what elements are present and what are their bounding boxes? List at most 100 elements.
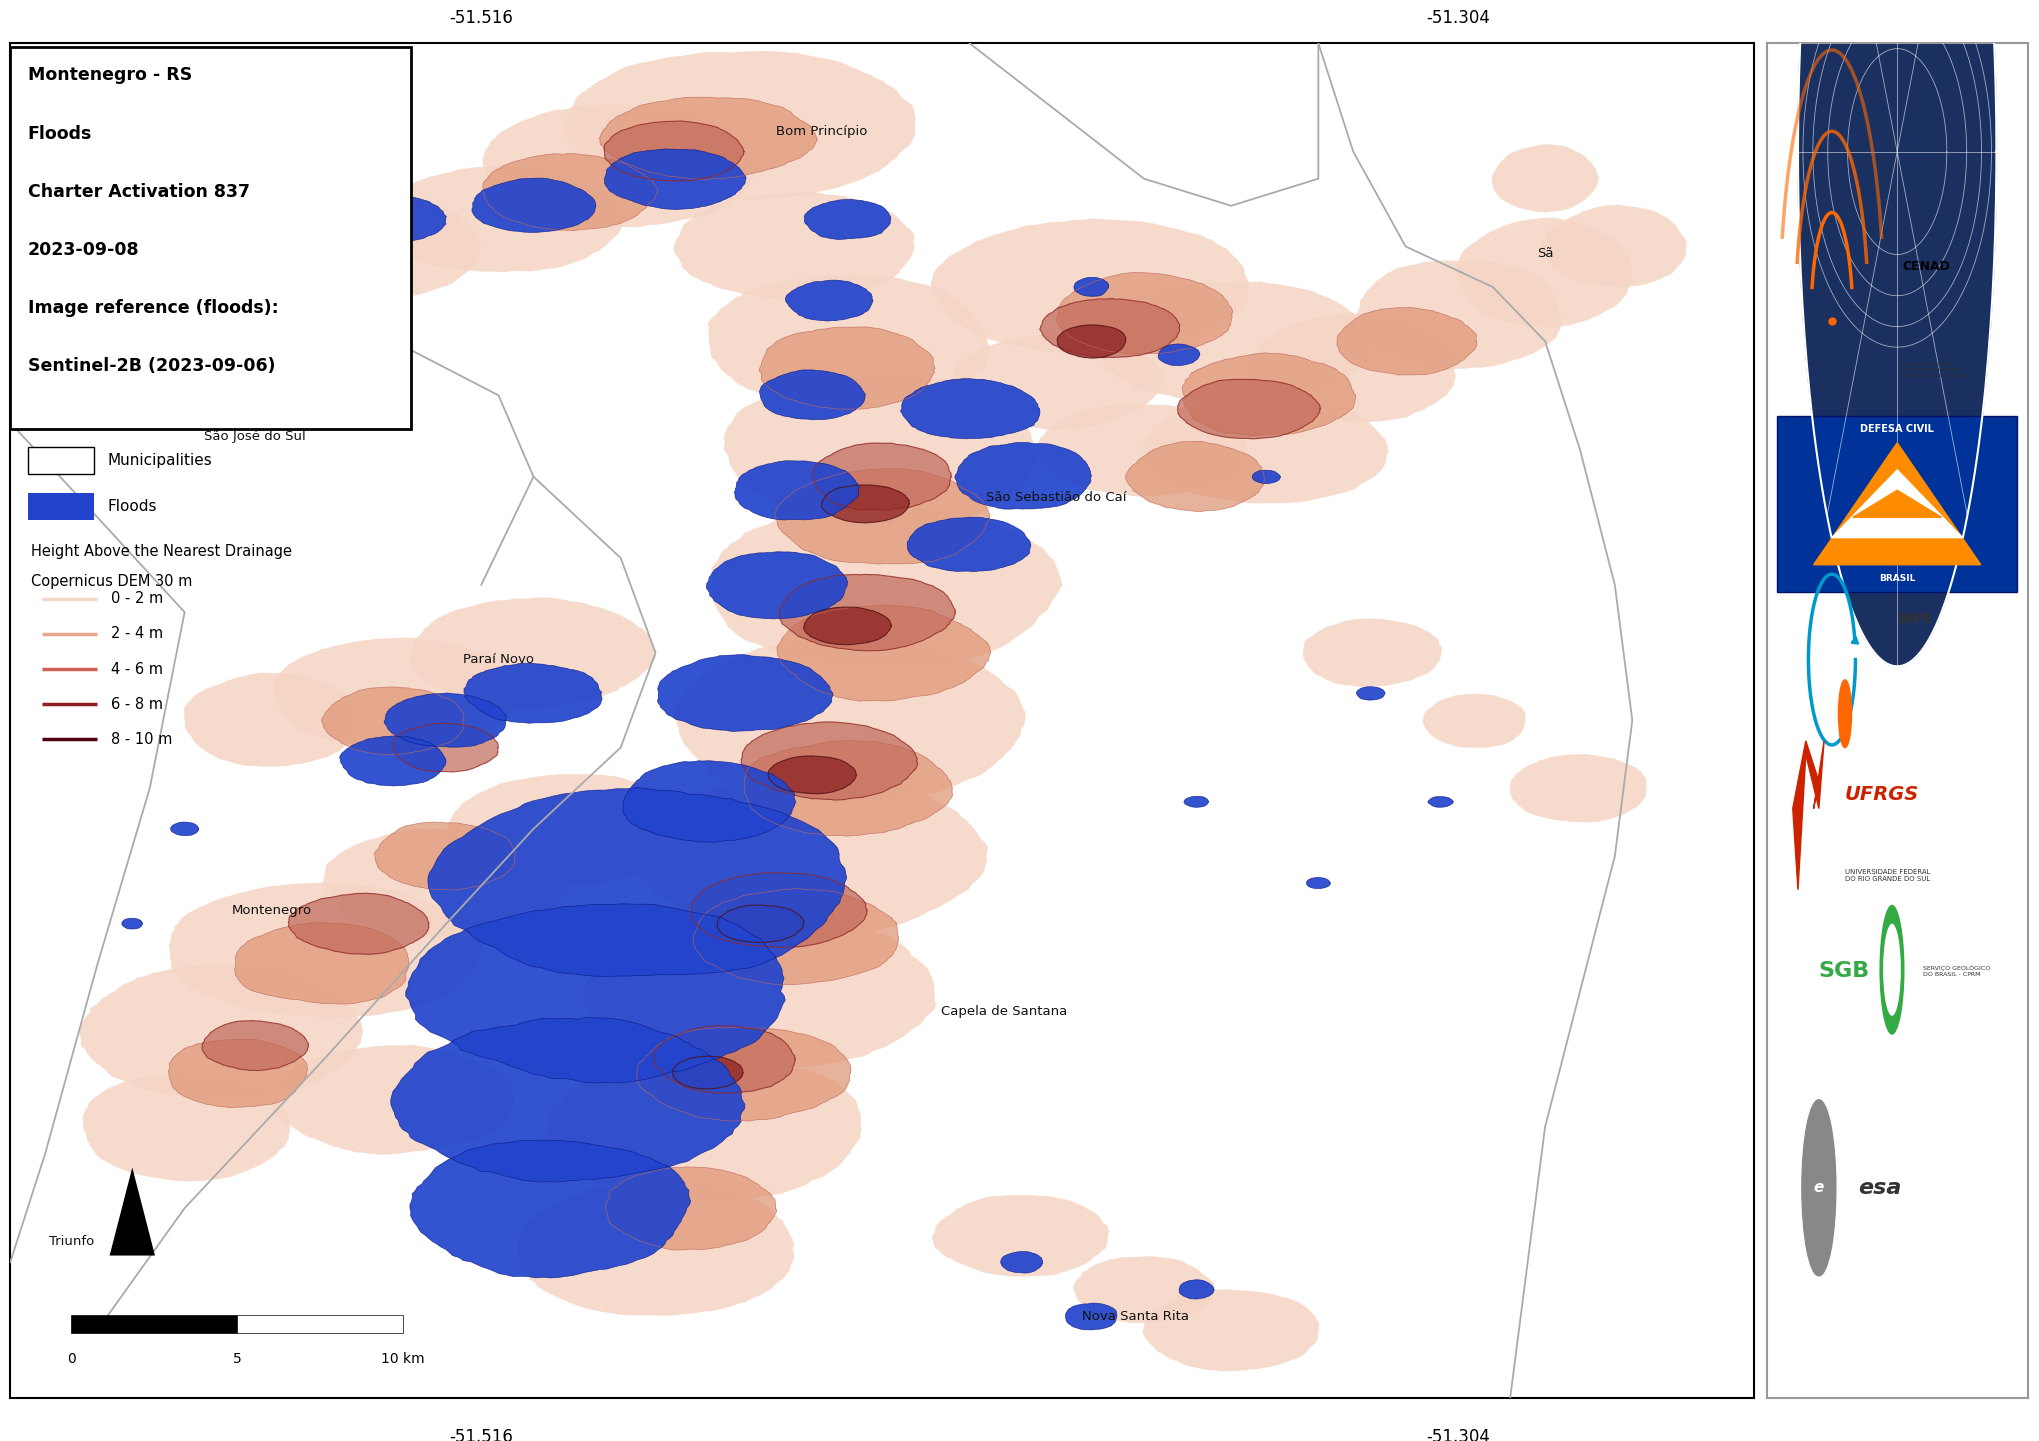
Polygon shape bbox=[428, 788, 846, 977]
Polygon shape bbox=[724, 375, 1036, 525]
Bar bbox=[71, 1316, 237, 1333]
Polygon shape bbox=[1142, 1290, 1319, 1372]
Polygon shape bbox=[734, 461, 858, 520]
Polygon shape bbox=[1792, 741, 1823, 889]
Bar bbox=[29, 493, 94, 520]
Polygon shape bbox=[1183, 797, 1207, 807]
Polygon shape bbox=[122, 918, 143, 929]
Polygon shape bbox=[636, 1027, 850, 1121]
Polygon shape bbox=[184, 226, 324, 294]
Polygon shape bbox=[622, 761, 795, 843]
Text: UFRGS: UFRGS bbox=[1843, 785, 1919, 804]
Polygon shape bbox=[1851, 490, 1941, 517]
Polygon shape bbox=[518, 1182, 793, 1316]
Circle shape bbox=[1882, 924, 1900, 1016]
Polygon shape bbox=[769, 757, 856, 794]
Text: São José do Sul: São José do Sul bbox=[204, 429, 306, 442]
Polygon shape bbox=[471, 179, 595, 232]
Polygon shape bbox=[548, 1052, 860, 1203]
Polygon shape bbox=[907, 517, 1030, 572]
Polygon shape bbox=[705, 552, 848, 620]
Text: Montenegro - RS: Montenegro - RS bbox=[29, 66, 192, 84]
Text: Sã: Sã bbox=[1535, 246, 1552, 259]
Polygon shape bbox=[391, 1017, 744, 1182]
Polygon shape bbox=[777, 605, 991, 702]
Polygon shape bbox=[599, 97, 818, 179]
Polygon shape bbox=[1427, 797, 1452, 807]
Text: -51.304: -51.304 bbox=[1425, 1428, 1488, 1441]
Polygon shape bbox=[1158, 344, 1199, 366]
Polygon shape bbox=[744, 741, 952, 836]
Bar bbox=[29, 447, 94, 474]
Text: Montenegro: Montenegro bbox=[232, 904, 312, 916]
Polygon shape bbox=[652, 1026, 795, 1094]
Polygon shape bbox=[1456, 218, 1631, 327]
Polygon shape bbox=[1064, 1303, 1117, 1330]
Polygon shape bbox=[82, 1074, 290, 1182]
Polygon shape bbox=[375, 166, 622, 272]
Polygon shape bbox=[759, 370, 865, 419]
Polygon shape bbox=[759, 327, 934, 409]
Text: 0 - 2 m: 0 - 2 m bbox=[112, 591, 163, 607]
Circle shape bbox=[1800, 1099, 1835, 1275]
Text: Nova Santa Rita: Nova Santa Rita bbox=[1081, 1310, 1189, 1323]
Polygon shape bbox=[606, 1167, 777, 1249]
Polygon shape bbox=[1036, 405, 1246, 496]
Polygon shape bbox=[1093, 281, 1372, 403]
Text: 2 - 4 m: 2 - 4 m bbox=[112, 627, 163, 641]
Text: Charter Activation 837: Charter Activation 837 bbox=[29, 183, 249, 200]
Text: esa: esa bbox=[1858, 1177, 1900, 1197]
Polygon shape bbox=[167, 1039, 308, 1108]
Text: DEFESA CIVIL: DEFESA CIVIL bbox=[1860, 424, 1933, 434]
Text: Image reference (floods):: Image reference (floods): bbox=[29, 300, 277, 317]
Polygon shape bbox=[1421, 693, 1525, 748]
Polygon shape bbox=[1073, 1257, 1215, 1323]
Polygon shape bbox=[410, 1140, 691, 1278]
Polygon shape bbox=[775, 468, 989, 563]
Polygon shape bbox=[803, 607, 891, 644]
Polygon shape bbox=[373, 821, 516, 891]
Circle shape bbox=[1878, 905, 1904, 1035]
Polygon shape bbox=[673, 1056, 742, 1089]
Polygon shape bbox=[322, 687, 463, 755]
Polygon shape bbox=[1252, 470, 1280, 484]
Polygon shape bbox=[343, 196, 447, 244]
Polygon shape bbox=[169, 882, 483, 1019]
Polygon shape bbox=[322, 829, 569, 938]
Text: CENAD: CENAD bbox=[1902, 261, 1949, 274]
Polygon shape bbox=[449, 774, 689, 885]
Polygon shape bbox=[1001, 1252, 1042, 1272]
Polygon shape bbox=[463, 663, 602, 723]
Polygon shape bbox=[208, 212, 298, 254]
Polygon shape bbox=[1356, 687, 1384, 700]
Polygon shape bbox=[563, 50, 916, 200]
Polygon shape bbox=[1181, 353, 1354, 435]
Text: Sentinel-2B (2023-09-06): Sentinel-2B (2023-09-06) bbox=[29, 357, 275, 376]
FancyBboxPatch shape bbox=[10, 48, 412, 429]
Polygon shape bbox=[779, 575, 954, 651]
Polygon shape bbox=[234, 922, 410, 1004]
Polygon shape bbox=[77, 964, 363, 1101]
Polygon shape bbox=[1246, 314, 1456, 422]
Text: INPE: INPE bbox=[1896, 612, 1933, 625]
Text: 10 km: 10 km bbox=[381, 1352, 424, 1366]
Polygon shape bbox=[901, 379, 1040, 440]
Text: -51.516: -51.516 bbox=[449, 9, 514, 27]
Text: SERVIÇO GEOLÓGICO
DO BRASIL - CPRM: SERVIÇO GEOLÓGICO DO BRASIL - CPRM bbox=[1923, 965, 1990, 977]
Polygon shape bbox=[481, 105, 756, 228]
Text: Municipalities: Municipalities bbox=[108, 452, 212, 468]
Polygon shape bbox=[1073, 277, 1107, 297]
Polygon shape bbox=[1040, 298, 1179, 357]
Polygon shape bbox=[383, 693, 506, 748]
Polygon shape bbox=[394, 723, 498, 772]
Polygon shape bbox=[1509, 754, 1645, 823]
Polygon shape bbox=[673, 637, 1026, 803]
Polygon shape bbox=[1831, 470, 1962, 537]
Polygon shape bbox=[269, 1045, 514, 1154]
Polygon shape bbox=[604, 121, 744, 182]
Polygon shape bbox=[287, 893, 428, 954]
Circle shape bbox=[1837, 680, 1851, 748]
Polygon shape bbox=[273, 637, 516, 748]
Polygon shape bbox=[1126, 441, 1264, 512]
Text: São Sebastião do Caí: São Sebastião do Caí bbox=[987, 490, 1126, 503]
